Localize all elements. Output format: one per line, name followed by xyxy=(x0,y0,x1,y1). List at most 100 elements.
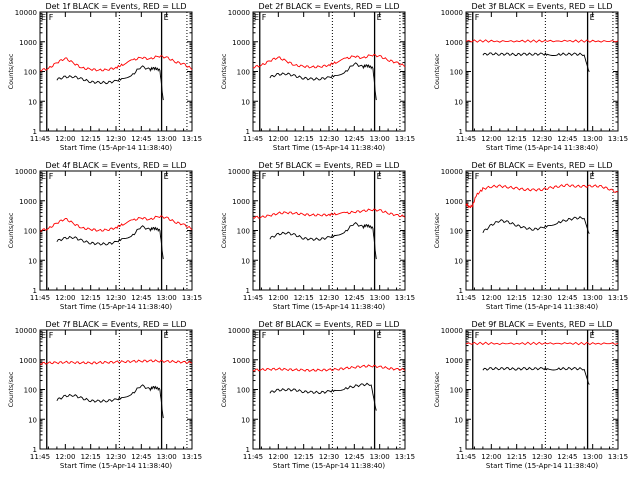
y-tick-label: 10 xyxy=(241,98,250,106)
x-tick-label: 12:15 xyxy=(294,135,314,143)
x-tick-label: 12:00 xyxy=(481,135,501,143)
y-tick-label: 1000 xyxy=(445,198,463,206)
plot-frame xyxy=(252,11,406,132)
x-tick-label: 12:15 xyxy=(507,135,527,143)
x-tick-label: 13:00 xyxy=(583,453,603,461)
x-tick-label: 12:15 xyxy=(81,453,101,461)
detector-plot-2: Det 2f BLACK = Events, RED = LLD 1 10 100 10… xyxy=(220,2,415,152)
marker-letter: F xyxy=(475,172,480,181)
y-tick-label: 10000 xyxy=(15,327,37,335)
y-tick-label: 100 xyxy=(237,228,250,236)
events-series-line xyxy=(56,225,164,260)
marker-letter: F xyxy=(49,13,54,22)
x-tick-label: 11:45 xyxy=(243,135,263,143)
x-tick-label: 12:15 xyxy=(81,135,101,143)
marker-letter: E xyxy=(254,13,259,22)
x-tick-label: 13:15 xyxy=(182,135,202,143)
marker-letter: E xyxy=(164,172,169,181)
x-tick-label: 12:30 xyxy=(532,294,552,302)
x-tick-label: 12:15 xyxy=(294,453,314,461)
x-tick-label: 11:45 xyxy=(243,294,263,302)
plot-title: Det 9f BLACK = Events, RED = LLD xyxy=(471,320,612,329)
y-tick-label: 100 xyxy=(24,69,37,77)
x-tick-label: 12:15 xyxy=(81,294,101,302)
y-tick-label: 10000 xyxy=(15,9,37,17)
y-tick-label: 10 xyxy=(454,257,463,265)
x-tick-label: 12:30 xyxy=(532,453,552,461)
detector-plot-5: Det 5f BLACK = Events, RED = LLD 1 10 100 10… xyxy=(220,161,415,311)
x-axis-label: Start Time (15-Apr-14 11:38:40) xyxy=(486,462,598,470)
detector-plot-8: Det 8f BLACK = Events, RED = LLD 1 10 100 10… xyxy=(220,320,415,470)
y-tick-label: 10 xyxy=(28,257,37,265)
y-axis-label: Counts/sec xyxy=(433,212,441,248)
marker-letter: E xyxy=(41,331,46,340)
events-series-line xyxy=(56,384,164,419)
plot-frame xyxy=(465,11,619,132)
lld-series-line xyxy=(39,359,193,366)
y-tick-label: 100 xyxy=(237,387,250,395)
x-axis-label: Start Time (15-Apr-14 11:38:40) xyxy=(60,303,172,311)
y-tick-label: 10000 xyxy=(228,168,250,176)
x-tick-label: 13:15 xyxy=(608,135,628,143)
y-tick-label: 1 xyxy=(246,128,250,136)
events-series-line xyxy=(482,216,590,234)
marker-letter: F xyxy=(262,331,267,340)
plot-title: Det 2f BLACK = Events, RED = LLD xyxy=(258,2,399,11)
detector-plot-7: Det 7f BLACK = Events, RED = LLD 1 10 100 10… xyxy=(7,320,202,470)
lld-series-line xyxy=(39,55,193,72)
plot-frame xyxy=(252,170,406,291)
y-tick-label: 1 xyxy=(459,128,463,136)
marker-letter: F xyxy=(49,331,54,340)
marker-letter: F xyxy=(262,172,267,181)
marker-letter: E xyxy=(377,13,382,22)
x-tick-label: 12:00 xyxy=(268,294,288,302)
events-series-line xyxy=(482,52,590,72)
y-axis-label: Counts/sec xyxy=(7,371,15,407)
y-tick-label: 1000 xyxy=(445,357,463,365)
y-tick-label: 1000 xyxy=(19,198,37,206)
plot-frame xyxy=(465,170,619,291)
marker-letter: F xyxy=(475,13,480,22)
x-tick-label: 13:15 xyxy=(395,135,415,143)
y-tick-label: 1000 xyxy=(19,357,37,365)
x-tick-label: 12:30 xyxy=(319,453,339,461)
marker-letter: E xyxy=(164,331,169,340)
y-axis-label: Counts/sec xyxy=(433,371,441,407)
marker-letter: F xyxy=(262,13,267,22)
x-axis-label: Start Time (15-Apr-14 11:38:40) xyxy=(486,144,598,152)
x-tick-label: 12:00 xyxy=(55,294,75,302)
lld-series-line xyxy=(252,53,406,69)
x-tick-label: 12:45 xyxy=(557,294,577,302)
x-axis-label: Start Time (15-Apr-14 11:38:40) xyxy=(273,303,385,311)
detector-plot-4: Det 4f BLACK = Events, RED = LLD 1 10 100 10… xyxy=(7,161,202,311)
y-axis-label: Counts/sec xyxy=(220,212,228,248)
events-series-line xyxy=(269,222,377,260)
x-tick-label: 12:30 xyxy=(319,135,339,143)
lld-series-line xyxy=(465,183,619,209)
x-tick-label: 12:30 xyxy=(319,294,339,302)
x-tick-label: 12:45 xyxy=(557,135,577,143)
y-tick-label: 10 xyxy=(454,416,463,424)
plot-frame xyxy=(39,11,193,132)
x-tick-label: 12:45 xyxy=(344,294,364,302)
x-tick-label: 11:45 xyxy=(30,135,50,143)
marker-letter: E xyxy=(467,13,472,22)
plot-frame xyxy=(465,329,619,450)
y-tick-label: 1 xyxy=(246,446,250,454)
marker-letter: E xyxy=(590,13,595,22)
marker-letter: E xyxy=(590,331,595,340)
events-series-line xyxy=(269,382,377,411)
x-tick-label: 11:45 xyxy=(30,294,50,302)
x-tick-label: 13:00 xyxy=(157,135,177,143)
x-tick-label: 11:45 xyxy=(243,453,263,461)
y-tick-label: 10 xyxy=(28,416,37,424)
y-tick-label: 10000 xyxy=(15,168,37,176)
y-tick-label: 10 xyxy=(454,98,463,106)
x-tick-label: 11:45 xyxy=(456,135,476,143)
x-axis-label: Start Time (15-Apr-14 11:38:40) xyxy=(273,462,385,470)
plot-title: Det 3f BLACK = Events, RED = LLD xyxy=(471,2,612,11)
y-tick-label: 100 xyxy=(237,69,250,77)
lld-series-line xyxy=(252,364,406,372)
y-axis-label: Counts/sec xyxy=(7,212,15,248)
